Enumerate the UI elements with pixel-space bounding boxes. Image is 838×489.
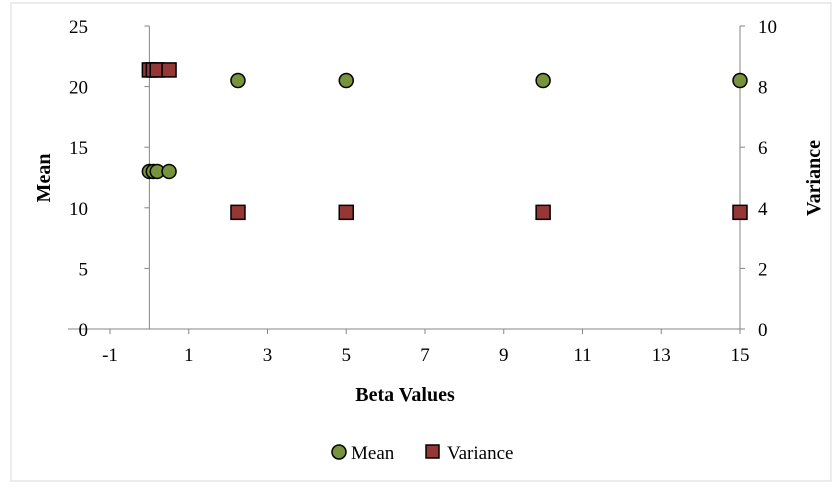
mean-point [161,163,177,180]
x-tick-label: 15 [731,345,750,366]
y-right-tick-label: 6 [758,138,768,159]
y-right-tick-label: 4 [758,199,768,220]
y-right-tick-label: 0 [758,320,768,341]
legend-variance-label: Variance [447,443,513,464]
mean-point [230,72,246,89]
y-axis-right-title: Variance [803,140,825,216]
x-axis-title: Beta Values [355,384,455,406]
legend: Mean Variance [331,443,513,464]
y-left-tick-label: 25 [69,17,88,38]
mean-point [535,72,551,89]
legend-variance-marker [425,444,440,459]
chart-border [10,2,832,482]
legend-mean-marker [331,444,347,460]
marks-layer [141,62,748,221]
x-tick-label: -1 [102,345,118,366]
y-left-tick-label: 15 [69,138,88,159]
y-right-tick-label: 2 [758,259,768,280]
legend-mean-label: Mean [351,443,395,464]
mean-point [732,72,748,89]
variance-point [230,204,246,221]
x-tick-label: 9 [499,345,509,366]
y-left-tick-label: 0 [79,320,89,341]
variance-point [161,62,177,78]
x-tick-label: 5 [342,345,352,366]
variance-point [338,204,354,221]
variance-point [535,204,551,221]
y-right-tick-label: 8 [758,78,768,99]
x-tick-label: 3 [263,345,273,366]
y-right-tick-label: 10 [758,17,777,38]
x-tick-label: 7 [420,345,430,366]
x-tick-label: 11 [573,345,591,366]
y-left-tick-label: 20 [69,78,88,99]
x-tick-label: 13 [652,345,671,366]
x-tick-label: 1 [184,345,194,366]
y-axis-left-title: Mean [33,154,55,203]
y-left-tick-label: 5 [79,259,89,280]
mean-point [338,72,354,89]
variance-point [732,204,748,221]
y-left-tick-label: 10 [69,199,88,220]
